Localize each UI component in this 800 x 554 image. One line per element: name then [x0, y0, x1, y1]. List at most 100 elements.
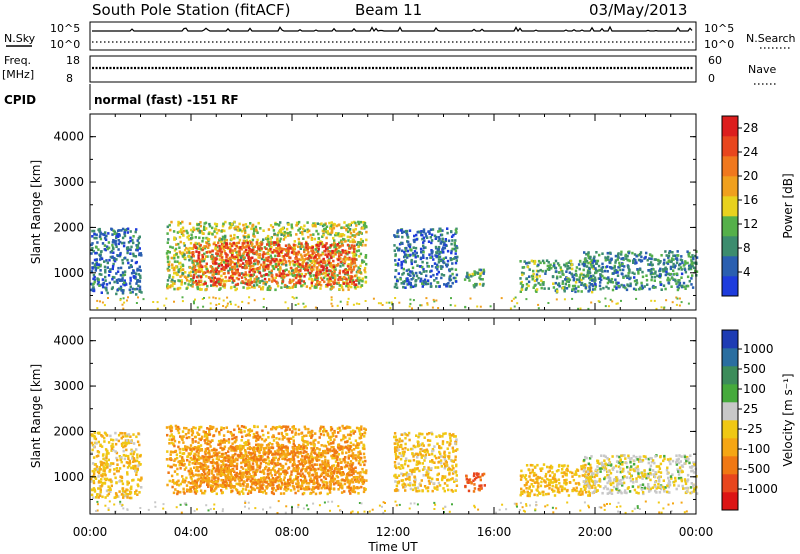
- echo-pixel: [224, 279, 228, 283]
- echo-pixel: [338, 276, 341, 279]
- echo-pixel: [126, 231, 129, 234]
- echo-pixel: [96, 277, 99, 280]
- echo-pixel: [443, 246, 447, 250]
- echo-pixel: [627, 251, 631, 255]
- echo-pixel: [322, 244, 326, 248]
- echo-pixel: [238, 273, 241, 277]
- echo-pixel: [190, 270, 193, 274]
- echo-pixel: [281, 260, 284, 263]
- echo-pixel: [112, 448, 115, 452]
- echo-pixel: [660, 288, 663, 291]
- echo-pixel: [348, 280, 352, 284]
- echo-pixel: [513, 305, 516, 308]
- echo-pixel: [648, 253, 652, 256]
- echo-pixel: [681, 261, 684, 264]
- echo-pixel: [309, 268, 312, 271]
- echo-pixel: [678, 297, 681, 300]
- echo-pixel: [351, 260, 354, 263]
- echo-pixel: [113, 276, 116, 279]
- echo-pixel: [240, 444, 243, 448]
- echo-pixel: [353, 265, 356, 269]
- echo-pixel: [425, 274, 428, 278]
- echo-pixel: [245, 263, 248, 266]
- echo-pixel: [229, 256, 232, 260]
- echo-pixel: [220, 250, 223, 254]
- echo-pixel: [524, 288, 528, 291]
- echo-pixel: [683, 268, 687, 272]
- echo-pixel: [185, 488, 189, 491]
- echo-pixel: [323, 455, 327, 459]
- echo-pixel: [350, 280, 353, 283]
- echo-pixel: [256, 279, 259, 283]
- echo-pixel: [248, 239, 252, 243]
- echo-pixel: [669, 272, 672, 276]
- echo-pixel: [121, 291, 125, 294]
- echo-pixel: [207, 238, 211, 241]
- echo-pixel: [121, 227, 125, 231]
- nave-tick-bottom: 0: [708, 72, 715, 85]
- echo-pixel: [173, 260, 177, 263]
- echo-pixel: [103, 469, 106, 473]
- echo-pixel: [195, 275, 199, 279]
- echo-pixel: [237, 455, 241, 459]
- echo-pixel: [414, 255, 417, 259]
- echo-pixel: [418, 271, 422, 274]
- echo-pixel: [525, 286, 528, 290]
- echo-pixel: [209, 445, 212, 448]
- echo-pixel: [111, 256, 114, 259]
- echo-pixel: [204, 245, 207, 248]
- echo-pixel: [337, 431, 340, 434]
- echo-pixel: [255, 228, 258, 231]
- echo-pixel: [305, 450, 308, 454]
- echo-pixel: [258, 486, 261, 490]
- echo-pixel: [294, 283, 297, 287]
- echo-pixel: [397, 272, 400, 275]
- echo-pixel: [105, 460, 108, 463]
- echo-pixel: [223, 259, 226, 262]
- echo-pixel: [340, 278, 343, 281]
- echo-pixel: [236, 270, 239, 274]
- echo-pixel: [225, 263, 228, 267]
- echo-pixel: [652, 286, 655, 289]
- echo-pixel: [183, 248, 187, 252]
- echo-pixel: [622, 285, 625, 289]
- echo-pixel: [681, 284, 684, 288]
- echo-pixel: [310, 266, 313, 269]
- echo-pixel: [314, 248, 317, 251]
- echo-pixel: [344, 250, 347, 254]
- echo-pixel: [115, 292, 118, 296]
- echo-pixel: [283, 272, 286, 276]
- echo-pixel: [166, 433, 169, 437]
- echo-pixel: [400, 266, 403, 270]
- echo-pixel: [421, 285, 424, 288]
- echo-pixel: [437, 258, 441, 261]
- echo-pixel: [135, 302, 138, 304]
- echo-pixel: [293, 283, 296, 286]
- echo-pixel: [617, 281, 620, 285]
- echo-pixel: [409, 281, 412, 285]
- echo-pixel: [107, 232, 110, 235]
- echo-pixel: [204, 271, 207, 274]
- echo-pixel: [277, 243, 280, 247]
- echo-pixel: [276, 233, 279, 237]
- echo-pixel: [543, 287, 546, 290]
- echo-pixel: [137, 296, 139, 299]
- echo-pixel: [570, 272, 574, 276]
- echo-pixel: [111, 243, 114, 247]
- echo-pixel: [424, 232, 427, 236]
- echo-pixel: [351, 238, 354, 242]
- echo-pixel: [177, 490, 180, 494]
- echo-pixel: [226, 246, 230, 249]
- echo-pixel: [312, 222, 315, 225]
- echo-pixel: [202, 259, 206, 263]
- echo-pixel: [437, 270, 440, 274]
- echo-pixel: [205, 288, 208, 291]
- echo-pixel: [332, 477, 335, 480]
- echo-pixel: [269, 262, 272, 266]
- echo-pixel: [350, 282, 354, 285]
- echo-pixel: [199, 221, 202, 224]
- echo-pixel: [197, 242, 201, 245]
- echo-pixel: [294, 257, 298, 260]
- echo-pixel: [194, 473, 197, 477]
- echo-pixel: [579, 273, 582, 277]
